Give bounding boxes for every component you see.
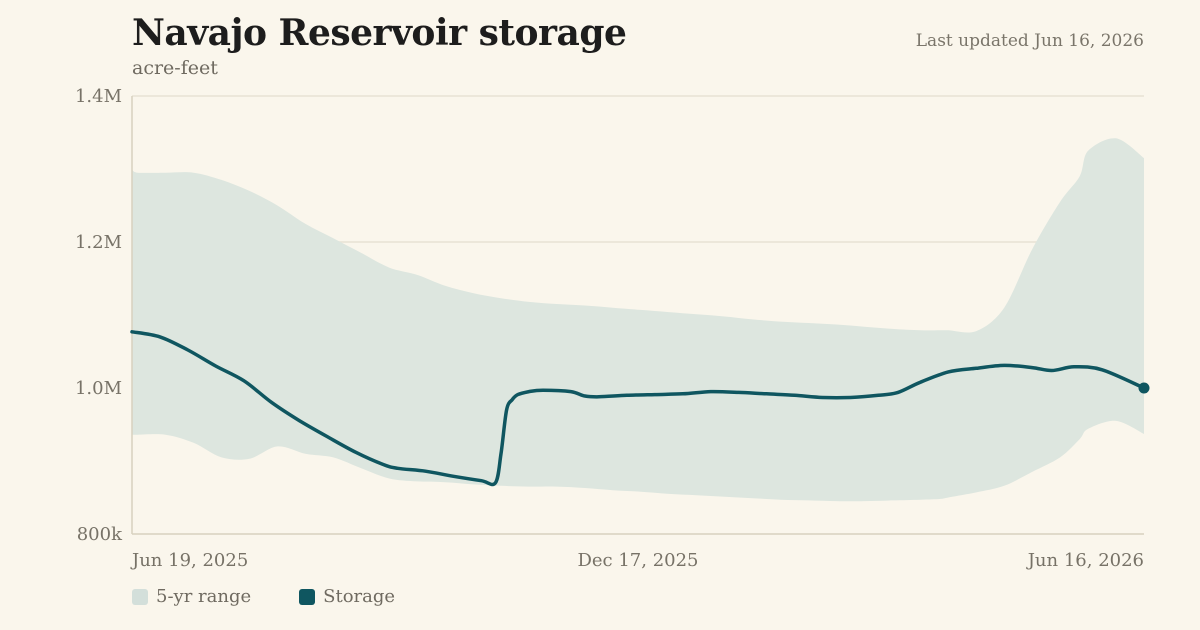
range-swatch: [132, 588, 148, 605]
y-tick-label: 1.4M: [75, 86, 122, 107]
y-tick-label: 800k: [77, 524, 123, 545]
y-tick-label: 1.2M: [75, 232, 122, 253]
last-updated-text: Last updated Jun 16, 2026: [915, 31, 1144, 51]
storage-line: [130, 330, 1146, 487]
storage-swatch: [299, 588, 316, 605]
x-tick-label: Jun 19, 2025: [130, 550, 248, 571]
legend-item-range: 5-yr range: [132, 586, 251, 607]
x-tick-label: Jun 16, 2026: [1026, 550, 1144, 571]
five-year-range-area: [132, 138, 1144, 502]
x-tick-label: Dec 17, 2025: [577, 550, 698, 571]
chart-title: Navajo Reservoir storage: [132, 12, 627, 54]
legend-label-storage: Storage: [323, 586, 396, 607]
storage-latest-point: [1138, 382, 1150, 394]
legend-label-range: 5-yr range: [156, 586, 252, 607]
legend-item-storage: Storage: [299, 586, 395, 607]
legend: 5-yr range Storage: [132, 586, 395, 607]
chart-subtitle: acre-feet: [132, 57, 218, 79]
y-tick-label: 1.0M: [75, 378, 122, 399]
y-axis-labels: 800k 1.0M 1.2M 1.4M: [75, 86, 123, 545]
x-axis-labels: Jun 19, 2025 Dec 17, 2025 Jun 16, 2026: [130, 550, 1144, 571]
